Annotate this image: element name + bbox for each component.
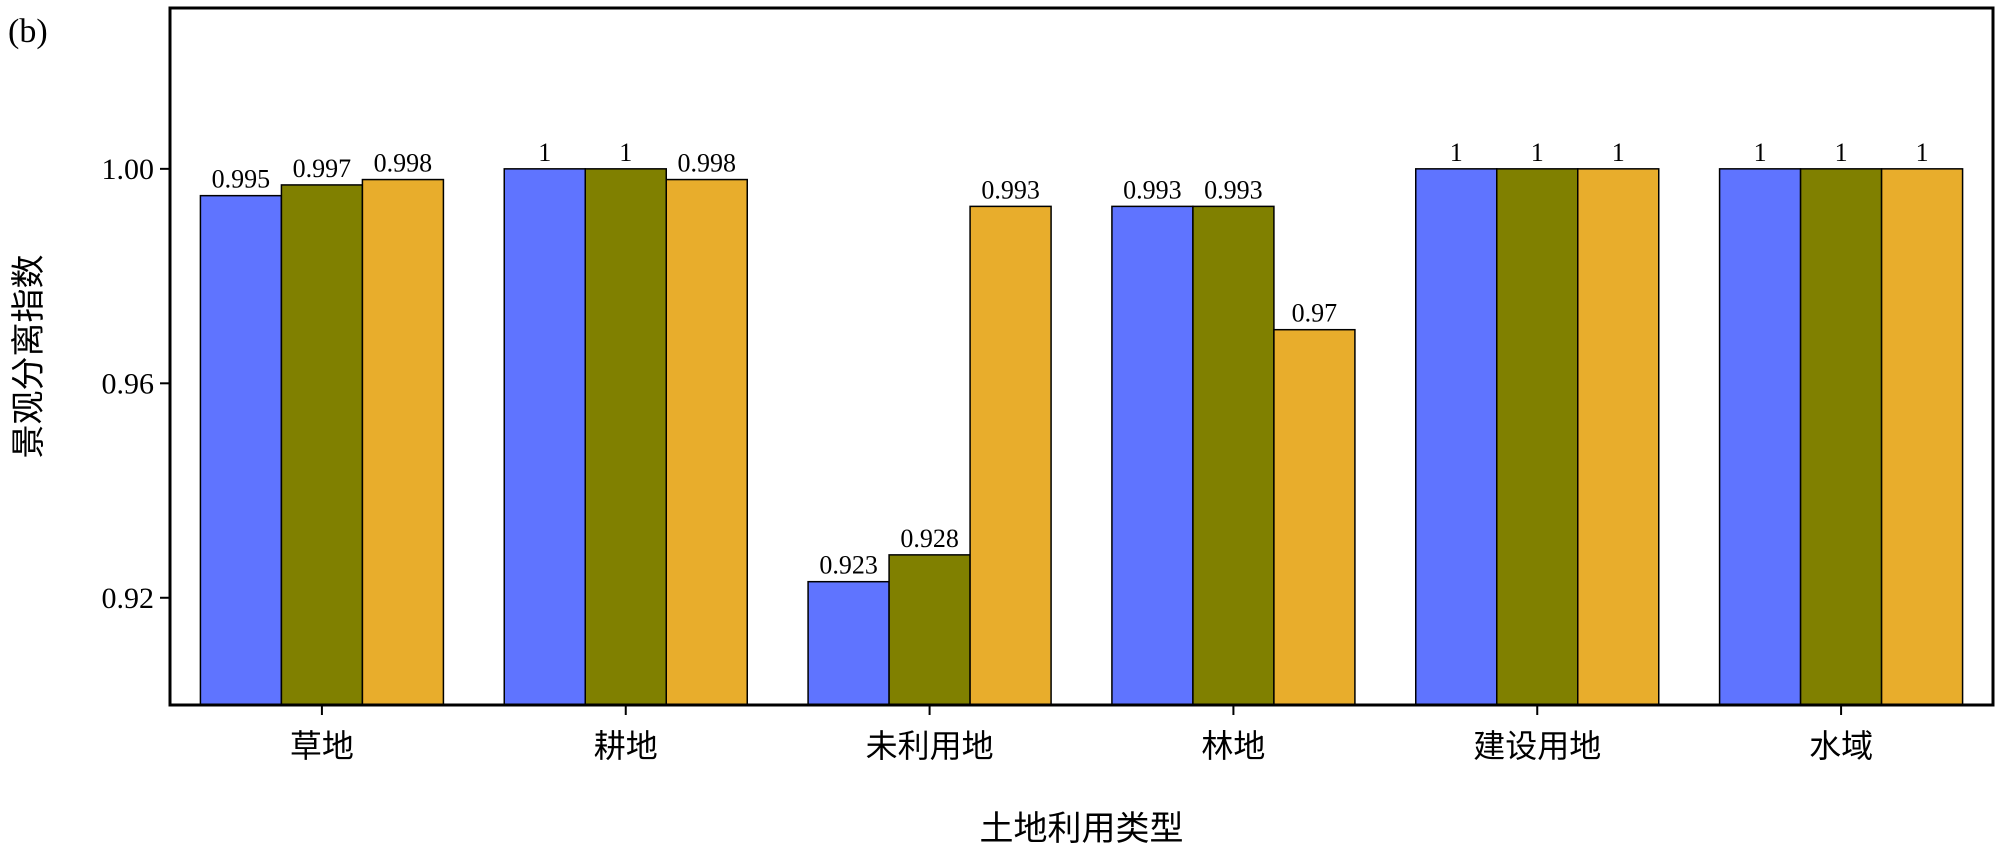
data-label-2-2: 1 [619, 138, 632, 167]
bar-5-3 [1577, 168, 1660, 706]
data-label-4-2: 0.993 [1204, 175, 1263, 204]
data-label-2-3: 0.998 [678, 149, 737, 178]
bar-1-3 [361, 178, 445, 706]
y-tick-label-1: 0.92 [102, 582, 155, 615]
bar-6-2 [1799, 168, 1883, 706]
bar-4-2 [1192, 205, 1275, 706]
bar-2-3 [665, 178, 748, 706]
bar-4-3 [1273, 328, 1356, 706]
y-axis: 0.92 0.96 1.00 [102, 153, 170, 615]
data-label-6-3: 1 [1916, 138, 1929, 167]
bar-4-1 [1111, 205, 1194, 706]
data-label-5-2: 1 [1531, 138, 1544, 167]
data-label-4-1: 0.993 [1123, 175, 1182, 204]
data-label-1-2: 0.997 [293, 154, 352, 183]
bar-5-1 [1415, 168, 1498, 706]
y-tick-label-3: 1.00 [102, 153, 155, 186]
x-tick-label-6: 水域 [1809, 728, 1873, 764]
bar-2-2 [584, 168, 667, 706]
x-tick-label-4: 林地 [1201, 728, 1265, 764]
data-label-3-1: 0.923 [819, 551, 878, 580]
x-tick-label-2: 耕地 [594, 728, 658, 764]
data-label-6-1: 1 [1754, 138, 1767, 167]
data-label-4-3: 0.97 [1292, 299, 1338, 328]
bars-layer [199, 168, 1964, 706]
bar-1-2 [280, 184, 364, 706]
data-label-1-3: 0.998 [374, 149, 433, 178]
bar-1-1 [199, 194, 283, 706]
x-axis: 草地 耕地 未利用地 林地 建设用地 水域 [290, 705, 1873, 764]
bar-3-2 [888, 554, 971, 706]
data-label-6-2: 1 [1835, 138, 1848, 167]
bar-6-1 [1718, 168, 1802, 706]
bar-3-1 [807, 580, 890, 706]
x-tick-label-5: 建设用地 [1473, 728, 1601, 764]
data-label-3-2: 0.928 [900, 524, 959, 553]
bar-2-1 [503, 168, 586, 706]
data-label-5-1: 1 [1450, 138, 1463, 167]
plot-frame [168, 6, 1995, 707]
x-axis-title: 土地利用类型 [980, 810, 1184, 848]
data-labels-layer: 0.995 0.997 0.998 1 1 0.998 0.923 0.928 0.993 0.9… [212, 138, 1929, 580]
data-label-3-3: 0.993 [981, 175, 1040, 204]
y-axis-title: 景观分离指数 [10, 255, 48, 459]
x-tick-label-3: 未利用地 [866, 728, 994, 764]
bar-5-2 [1496, 168, 1579, 706]
x-tick-label-1: 草地 [290, 728, 354, 764]
y-tick-label-2: 0.96 [102, 367, 155, 400]
panel-label: (b) [8, 13, 48, 50]
data-label-1-1: 0.995 [212, 165, 271, 194]
data-label-2-1: 1 [538, 138, 551, 167]
bar-3-3 [969, 205, 1052, 706]
data-label-5-3: 1 [1612, 138, 1625, 167]
bar-6-3 [1880, 168, 1964, 706]
